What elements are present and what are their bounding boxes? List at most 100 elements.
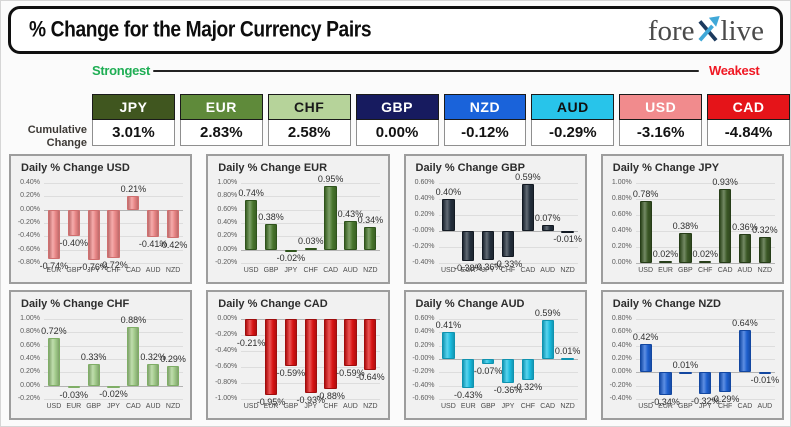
y-axis-tick-label: -0.40% [412, 259, 435, 266]
bar-usd [639, 200, 652, 263]
x-axis-tick-label: GBP [480, 403, 496, 410]
y-axis-tick-label: -0.20% [609, 381, 632, 389]
y-gridline [241, 263, 381, 264]
bar-value-label: 0.42% [632, 332, 659, 343]
y-gridline [44, 319, 183, 320]
y-gridline [635, 263, 775, 264]
y-gridline [44, 183, 183, 184]
bar-gbp [679, 232, 692, 263]
y-gridline [438, 345, 578, 347]
y-gridline [241, 196, 381, 198]
bar-usd [245, 319, 258, 336]
y-axis-tick-label: 0.00% [20, 381, 40, 389]
x-axis-tick-label: EUR [658, 267, 673, 274]
chart-title: Daily % Change CHF [21, 298, 130, 310]
bar-value-label: -0.03% [59, 389, 89, 400]
chart-title: Daily % Change AUD [415, 298, 525, 310]
bar-aud [147, 364, 160, 386]
bar-value-label: -0.72% [99, 259, 128, 270]
bar-value-label: -0.01% [553, 233, 582, 244]
bar-value-label: 0.72% [41, 325, 67, 336]
y-axis-tick-label: -0.20% [17, 219, 40, 226]
currency-box-aud: AUD -0.29% [531, 94, 615, 146]
y-axis-tick-label: 0.40% [20, 179, 40, 186]
x-axis-tick-label: EUR [263, 403, 279, 410]
bar-chf [718, 372, 732, 392]
cumulative-value-cad: -4.84% [707, 120, 790, 146]
y-gridline [44, 332, 183, 334]
y-axis-tick-label: -0.40% [412, 381, 435, 389]
x-axis-tick-label: CAD [126, 403, 141, 410]
y-axis-tick-label: 1.00% [20, 315, 40, 322]
bar-nzd [166, 209, 180, 238]
forexlive-logo: fore live [648, 13, 764, 48]
chart-panel-aud: Daily % Change AUD 0.60% 0.40% 0.20% -0.00% -… [403, 290, 587, 420]
y-axis-tick-label: -0.40% [215, 347, 238, 354]
chart-title: Daily % Change GBP [415, 162, 525, 174]
bar-chf [521, 359, 534, 381]
y-axis-tick-label: -0.20% [412, 243, 435, 250]
bar-value-label: -0.29% [710, 393, 740, 404]
bar-value-label: 0.32% [140, 352, 166, 363]
y-gridline [44, 345, 183, 347]
chart-panel-chf: Daily % Change CHF 1.00% 0.80% 0.60% 0.40% 0.… [9, 290, 193, 420]
bar-gbp [67, 209, 80, 237]
bar-value-label: -0.74% [39, 261, 69, 271]
bar-eur [659, 372, 672, 395]
y-axis-tick-label: 0.00% [217, 315, 238, 322]
y-axis-tick-label: 0.60% [217, 205, 238, 213]
bar-value-label: 0.38% [258, 212, 284, 223]
x-axis-tick-label: CAD [717, 267, 733, 274]
chart-panel-eur: Daily % Change EUR 1.00% 0.80% 0.60% 0.40% 0.… [206, 154, 390, 284]
strongest-label: Strongest [92, 63, 150, 78]
y-axis-tick-label: 0.60% [611, 328, 632, 336]
bar-value-label: 0.78% [632, 188, 659, 199]
chart-title: Daily % Change NZD [612, 298, 721, 310]
x-axis-tick-label: JPY [87, 267, 101, 274]
chart-title: Daily % Change EUR [218, 162, 328, 174]
y-gridline [635, 359, 775, 360]
currency-code-nzd: NZD [443, 94, 527, 120]
cumulative-value-nzd: -0.12% [443, 120, 527, 146]
y-axis-tick-label: -0.20% [17, 395, 40, 402]
y-axis-tick-label: 0.40% [611, 227, 632, 234]
x-axis-tick-label: AUD [540, 267, 556, 274]
bar-value-label: -0.40% [59, 238, 89, 249]
bar-value-label: 0.36% [732, 222, 758, 233]
currency-box-usd: USD -3.16% [619, 94, 703, 146]
bar-chf [324, 319, 337, 390]
y-axis-tick-label: 0.40% [414, 195, 435, 202]
y-axis-tick-label: -0.80% [17, 259, 40, 266]
bar-value-label: -0.93% [296, 395, 326, 406]
bar-value-label: 0.33% [80, 351, 107, 362]
x-axis-tick-label: CAD [737, 403, 753, 410]
bar-cad [521, 183, 534, 231]
chart-panel-gbp: Daily % Change GBP 0.60% 0.40% 0.20% -0.00% -… [403, 154, 587, 284]
bar-cad [324, 186, 337, 250]
bar-gbp [264, 224, 278, 250]
y-axis-tick-label: 0.20% [414, 211, 435, 218]
y-axis-tick-label: -0.00% [412, 355, 435, 362]
x-axis-tick-label: GBP [677, 403, 693, 410]
y-axis-tick-label: 0.40% [611, 341, 632, 349]
bar-aud [541, 225, 554, 231]
chart-panel-usd: Daily % Change USD 0.40% 0.20% 0.00% -0.20% -… [9, 154, 193, 284]
bar-usd [47, 337, 61, 386]
currency-code-cad: CAD [707, 94, 790, 120]
cumulative-value-chf: 2.58% [267, 120, 351, 146]
x-axis-tick-label: EUR [460, 267, 476, 274]
y-gridline [241, 399, 381, 400]
y-gridline [241, 249, 381, 251]
x-axis-tick-label: GBP [86, 403, 101, 410]
bar-chf [501, 231, 515, 258]
bar-chf [699, 261, 712, 264]
bar-chf [107, 209, 120, 258]
charts-grid: Daily % Change USD 0.40% 0.20% 0.00% -0.20% -… [9, 154, 784, 420]
x-axis-tick-label: AUD [737, 267, 753, 274]
bar-value-label: -0.33% [493, 259, 523, 270]
y-axis-tick-label: 0.60% [20, 341, 40, 349]
y-axis-tick-label: -0.40% [17, 232, 40, 240]
y-axis-tick-label: -1.00% [215, 395, 238, 402]
y-axis-tick-label: -0.20% [215, 259, 238, 266]
x-axis-tick-label: CAD [323, 267, 339, 274]
